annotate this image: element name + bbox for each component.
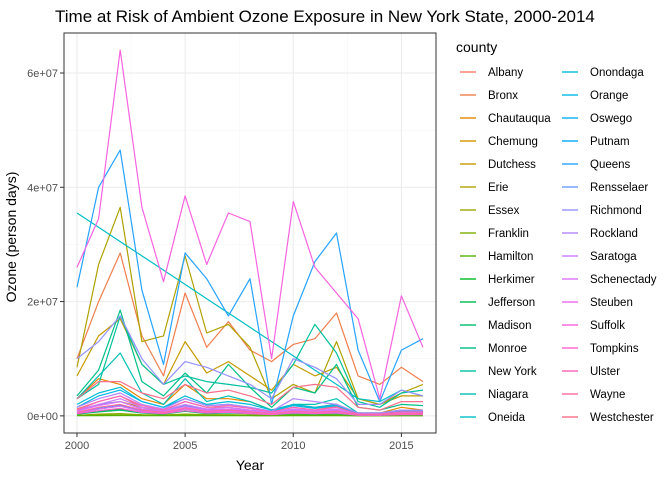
legend-item: Madison	[460, 320, 531, 332]
legend-item: Monroe	[460, 343, 527, 355]
legend-item: Westchester	[562, 412, 654, 424]
legend-item: Oswego	[562, 113, 632, 125]
legend-item: Ulster	[562, 366, 620, 378]
legend-item: Tompkins	[562, 343, 639, 355]
legend-label: Herkimer	[488, 274, 535, 286]
legend-item: Albany	[460, 67, 523, 79]
series-line-rockland	[76, 392, 423, 414]
x-tick-label: 2000	[65, 440, 89, 452]
legend-label: Rockland	[590, 228, 638, 240]
legend-item: Orange	[562, 90, 628, 102]
legend-label: New York	[488, 366, 537, 378]
legend-label: Jefferson	[488, 297, 535, 309]
legend-item: Suffolk	[562, 320, 625, 332]
legend-label: Queens	[590, 159, 631, 171]
legend-title: county	[456, 39, 497, 55]
x-tick-label: 2015	[389, 440, 413, 452]
legend-item: Onondaga	[562, 67, 644, 79]
y-tick-label: 2e+07	[27, 297, 58, 309]
series-line-bronx	[76, 252, 424, 385]
legend-label: Essex	[488, 205, 520, 217]
series-line-richmond	[76, 315, 424, 405]
legend-item: Hamilton	[460, 251, 533, 263]
legend-item: Rockland	[562, 228, 638, 240]
legend-label: Oswego	[590, 113, 632, 125]
series-line-suffolk	[76, 49, 424, 400]
legend-item: Putnam	[562, 136, 630, 148]
x-axis: 2000 2005 2010 2015	[65, 433, 414, 452]
legend-item: Dutchess	[460, 159, 536, 171]
y-axis-title: Ozone (person days)	[3, 172, 19, 303]
legend-label: Wayne	[590, 389, 625, 401]
legend: county Albany Bronx Chautauqua Chemung Dutch…	[456, 39, 657, 424]
legend-item: Herkimer	[460, 274, 535, 286]
legend-label: Monroe	[488, 343, 527, 355]
legend-item: Chautauqua	[460, 113, 551, 125]
series-lines	[76, 49, 424, 417]
legend-item: Oneida	[460, 412, 526, 424]
legend-item: Niagara	[460, 389, 529, 401]
legend-item: Erie	[460, 182, 508, 194]
y-tick-label: 0e+00	[27, 411, 58, 423]
legend-label: Franklin	[488, 228, 529, 240]
legend-item: Chemung	[460, 136, 538, 148]
legend-item: Schenectady	[562, 274, 657, 286]
legend-label: Hamilton	[488, 251, 533, 263]
legend-label: Albany	[488, 67, 523, 79]
legend-item: Steuben	[562, 297, 633, 309]
legend-label: Orange	[590, 90, 628, 102]
panel-border	[63, 32, 437, 434]
legend-label: Onondaga	[590, 67, 644, 79]
series-line-westchester	[76, 381, 423, 411]
series-line-wayne	[76, 403, 423, 416]
legend-label: Bronx	[488, 90, 518, 102]
series-line-new-york	[76, 315, 424, 408]
y-axis: 0e+00 2e+07 4e+07 6e+07	[27, 68, 64, 423]
x-axis-title: Year	[236, 457, 265, 473]
x-tick-label: 2005	[173, 440, 197, 452]
series-line-queens	[76, 149, 424, 405]
legend-label: Westchester	[590, 412, 654, 424]
legend-item: New York	[460, 366, 537, 378]
legend-item: Jefferson	[460, 297, 535, 309]
legend-item: Essex	[460, 205, 520, 217]
chart-title: Time at Risk of Ambient Ozone Exposure i…	[55, 7, 595, 26]
y-tick-label: 4e+07	[27, 182, 58, 194]
legend-label: Richmond	[590, 205, 642, 217]
legend-label: Steuben	[590, 297, 633, 309]
plot-panel	[63, 32, 437, 434]
legend-label: Tompkins	[590, 343, 639, 355]
legend-label: Oneida	[488, 412, 526, 424]
series-line-oneida	[76, 212, 424, 403]
legend-label: Schenectady	[590, 274, 657, 286]
legend-label: Dutchess	[488, 159, 536, 171]
legend-item: Franklin	[460, 228, 529, 240]
legend-item: Rensselaer	[562, 182, 648, 194]
legend-label: Niagara	[488, 389, 529, 401]
legend-label: Putnam	[590, 136, 630, 148]
legend-label: Rensselaer	[590, 182, 648, 194]
legend-label: Chemung	[488, 136, 538, 148]
x-tick-label: 2010	[281, 440, 305, 452]
panel-background	[64, 33, 436, 433]
legend-item: Queens	[562, 159, 631, 171]
y-tick-label: 6e+07	[27, 68, 58, 80]
legend-item: Bronx	[460, 90, 518, 102]
legend-label: Madison	[488, 320, 531, 332]
legend-item: Richmond	[562, 205, 642, 217]
legend-label: Saratoga	[590, 251, 637, 263]
legend-label: Chautauqua	[488, 113, 551, 125]
legend-label: Suffolk	[590, 320, 625, 332]
legend-item: Wayne	[562, 389, 625, 401]
legend-item: Saratoga	[562, 251, 637, 263]
legend-label: Erie	[488, 182, 508, 194]
series-line-erie	[76, 206, 424, 405]
legend-label: Ulster	[590, 366, 620, 378]
